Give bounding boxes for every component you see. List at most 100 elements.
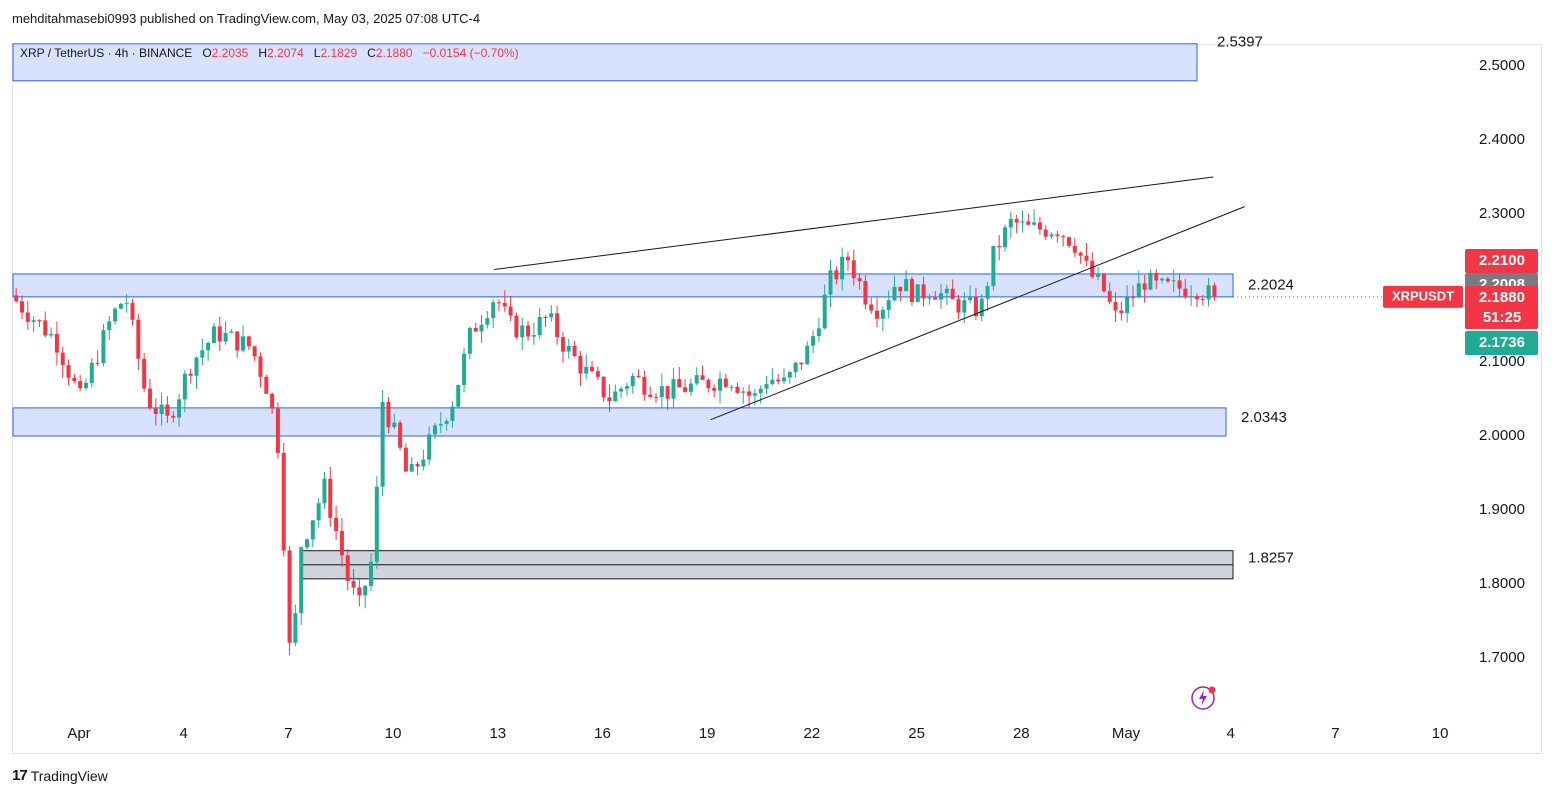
candle-body [1206, 285, 1211, 300]
candle-body [1165, 278, 1170, 282]
x-tick-label: May [1112, 725, 1141, 742]
symbol-name[interactable]: XRP / TetherUS · 4h · BINANCE [20, 46, 193, 60]
x-tick-label: 28 [1013, 725, 1030, 742]
candle-body [142, 358, 147, 389]
candle-body [892, 286, 897, 301]
candle-body [479, 324, 484, 332]
candle-body [758, 388, 763, 394]
candle-body [83, 382, 88, 389]
candle-body [764, 384, 769, 389]
candle-body [1200, 299, 1205, 301]
candle-body [904, 278, 909, 292]
candle-body [171, 415, 176, 418]
candle-body [665, 386, 670, 399]
candle-body [770, 379, 775, 385]
candle-body [520, 325, 525, 338]
high-value: 2.2074 [267, 46, 304, 60]
candle-body [875, 310, 880, 319]
candle-body [229, 331, 234, 333]
candle-body [223, 332, 228, 342]
x-tick-label: 7 [284, 725, 292, 742]
candle-body [118, 303, 123, 309]
candle-body [700, 375, 705, 380]
candle-body [845, 256, 850, 261]
candle-body [60, 352, 65, 366]
candle-body [1136, 283, 1141, 298]
candle-body [1125, 297, 1130, 314]
candle-body [898, 286, 903, 292]
candle-body [25, 312, 30, 322]
candle-body [671, 379, 676, 399]
x-tick-label: 13 [489, 725, 506, 742]
candle-body [124, 303, 129, 305]
tradingview-footer[interactable]: 17 TradingView [12, 767, 108, 784]
candle-body [944, 288, 949, 294]
candle-body [572, 346, 577, 357]
candle-body [153, 408, 158, 414]
candle-body [793, 362, 798, 373]
candle-body [950, 288, 955, 300]
y-tick-label: 2.5000 [1479, 57, 1525, 74]
candle-body [1101, 273, 1106, 292]
candle-body [630, 375, 635, 386]
candle-body [595, 371, 600, 377]
x-tick-label: 7 [1331, 725, 1339, 742]
candle-body [927, 297, 932, 299]
candle-body [485, 318, 490, 325]
candle-body [491, 302, 496, 319]
candle-body [427, 434, 432, 460]
candle-body [316, 503, 321, 521]
open-label: O [202, 46, 212, 60]
candle-body [985, 286, 990, 299]
candle-body [177, 399, 182, 418]
candle-body [496, 302, 501, 304]
candle-body [531, 335, 536, 337]
x-tick-label: 16 [594, 725, 611, 742]
candle-body [252, 346, 257, 357]
candle-body [962, 300, 967, 313]
candle-body [752, 393, 757, 396]
candle-body [601, 376, 606, 398]
candle-body [392, 422, 397, 428]
candle-body [275, 408, 280, 453]
close-value: 2.1880 [375, 46, 413, 60]
x-tick-label: Apr [67, 725, 90, 742]
close-label: C [367, 46, 376, 60]
notification-dot [1208, 686, 1216, 694]
candle-body [683, 387, 688, 392]
candle-body [49, 333, 54, 336]
candle-body [450, 406, 455, 421]
candle-body [287, 550, 292, 643]
candle-body [421, 459, 426, 467]
y-tick-label: 1.7000 [1479, 649, 1525, 666]
candle-body [642, 376, 647, 395]
candle-body [997, 245, 1002, 248]
candle-body [624, 385, 629, 389]
change-value: −0.0154 (−0.70%) [422, 46, 519, 60]
candle-body [549, 313, 554, 318]
candle-body [95, 362, 100, 364]
zone-box [12, 407, 1227, 437]
candle-body [66, 365, 71, 378]
candle-body [723, 378, 728, 387]
candle-body [1177, 280, 1182, 289]
candle-body [200, 350, 205, 358]
x-tick-label: 10 [1432, 725, 1449, 742]
candle-body [432, 425, 437, 435]
candle-body [241, 336, 246, 351]
symbol-legend[interactable]: XRP / TetherUS · 4h · BINANCE O2.2035 H2… [20, 46, 519, 60]
lower-wedge-line [710, 206, 1245, 421]
candle-body [805, 345, 810, 365]
candle-body [1130, 297, 1135, 299]
candle-body [863, 281, 868, 305]
zone-box [12, 273, 1234, 298]
candle-body [188, 373, 193, 376]
candle-body [1171, 280, 1176, 282]
candle-body [206, 342, 211, 351]
low-label: L [313, 46, 321, 60]
candle-body [37, 320, 42, 322]
candle-body [956, 299, 961, 313]
candle-body [735, 386, 740, 393]
candle-body [921, 284, 926, 299]
